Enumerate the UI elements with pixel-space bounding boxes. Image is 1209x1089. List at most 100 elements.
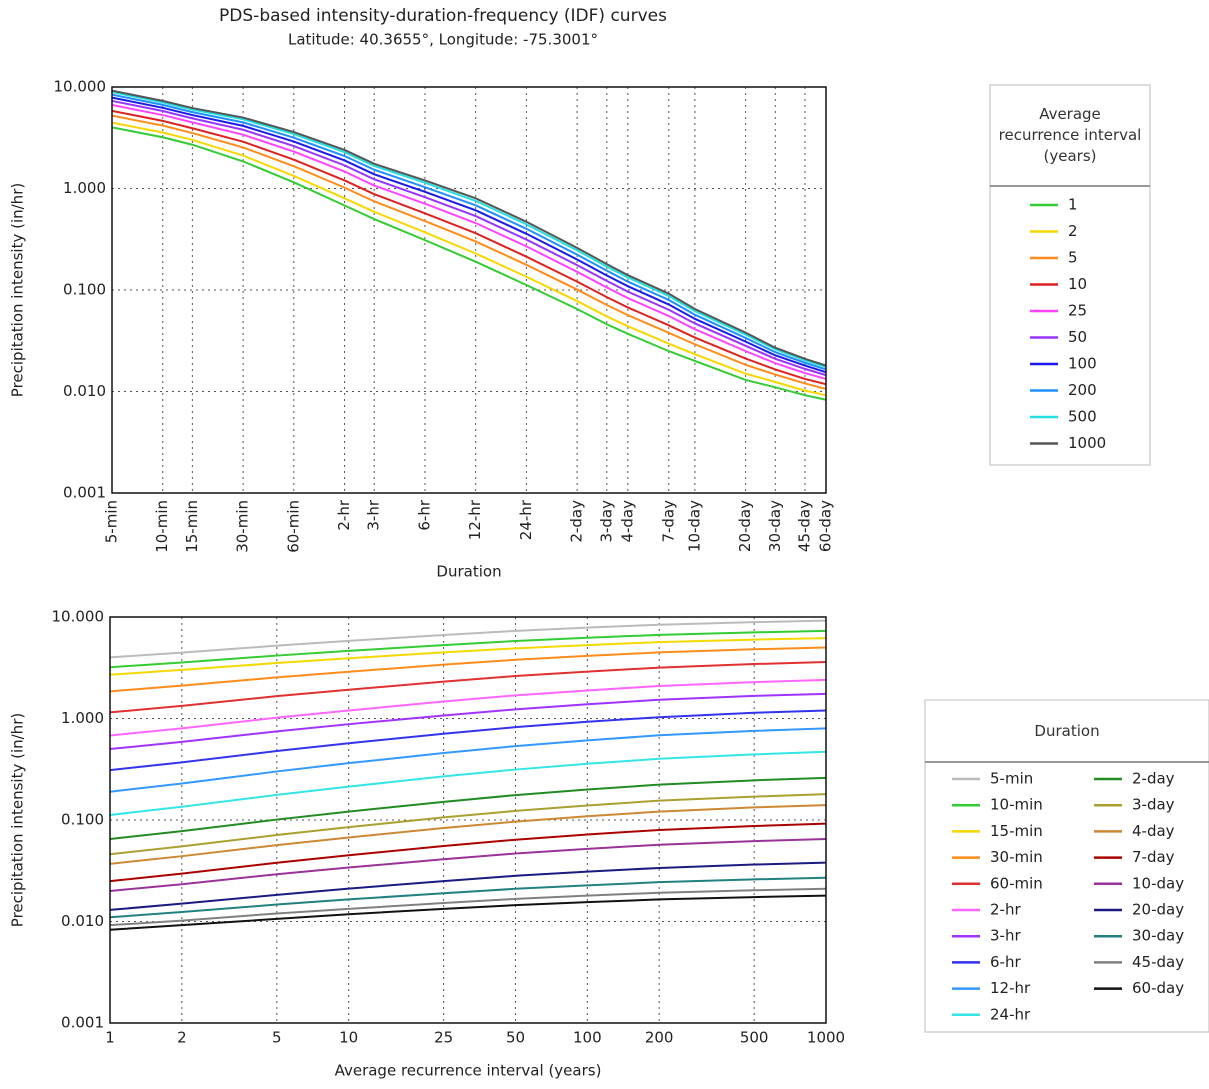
figure-subtitle: Latitude: 40.3655°, Longitude: -75.3001° <box>288 31 598 49</box>
y-axis-label: Precipitation intensity (in/hr) <box>9 183 27 397</box>
figure-title: PDS-based intensity-duration-frequency (… <box>219 6 667 26</box>
series-line <box>109 861 827 911</box>
legend-label: 10-min <box>990 796 1043 814</box>
x-tick-label: 10 <box>339 1029 358 1047</box>
legend-title: Average recurrence interval (years) <box>998 105 1142 165</box>
legend-label: 60-day <box>1132 979 1184 997</box>
legend-frame <box>924 699 1209 1033</box>
legend-label: 200 <box>1068 381 1097 399</box>
x-tick-label: 15-min <box>183 500 201 553</box>
legend-label: 1000 <box>1068 434 1106 452</box>
series-line <box>109 709 827 772</box>
y-tick-label: 0.100 <box>63 281 106 299</box>
legend-label: 7-day <box>1132 848 1175 866</box>
x-tick-label: 200 <box>645 1029 674 1047</box>
y-tick-label: 0.010 <box>61 912 104 930</box>
legend-frame <box>989 84 1151 466</box>
x-axis-label: Average recurrence interval (years) <box>335 1062 602 1080</box>
series-line <box>109 837 827 892</box>
legend-label: 500 <box>1068 408 1097 426</box>
y-tick-label: 10.000 <box>52 608 105 626</box>
legend-label: 5-min <box>990 770 1033 788</box>
legend-label: 6-hr <box>990 953 1021 971</box>
legend-label: 30-min <box>990 848 1043 866</box>
legend-label: 24-hr <box>990 1005 1031 1023</box>
x-tick-label: 3-hr <box>365 499 383 530</box>
series-line <box>109 750 827 816</box>
legend-label: 10 <box>1068 275 1087 293</box>
y-axis-label: Precipitation intensity (in/hr) <box>9 713 27 927</box>
legend-label: 15-min <box>990 822 1043 840</box>
series-line <box>111 99 827 377</box>
x-tick-label: 3-day <box>597 500 615 543</box>
series-line <box>109 776 827 840</box>
x-tick-label: 7-day <box>659 500 677 543</box>
x-tick-label: 1000 <box>807 1029 845 1047</box>
legend-label: 30-day <box>1132 927 1184 945</box>
series-line <box>109 894 827 931</box>
series-line <box>109 692 827 751</box>
series-line <box>111 114 827 390</box>
y-tick-label: 0.100 <box>61 811 104 829</box>
y-tick-label: 0.010 <box>63 382 106 400</box>
x-tick-label: 5-min <box>103 500 121 543</box>
legend-label: 10-day <box>1132 874 1184 892</box>
y-tick-label: 0.001 <box>63 484 106 502</box>
legend-label: 2-day <box>1132 770 1175 788</box>
series-line <box>109 727 827 793</box>
x-tick-label: 500 <box>740 1029 769 1047</box>
y-tick-label: 1.000 <box>61 709 104 727</box>
x-tick-label: 4-day <box>618 500 636 543</box>
series-line <box>109 887 827 927</box>
series-line <box>111 109 827 386</box>
series-line <box>109 637 827 676</box>
series-line <box>109 619 827 659</box>
x-tick-label: 10-min <box>153 500 171 553</box>
x-tick-label: 2-hr <box>335 499 353 530</box>
x-tick-label: 12-hr <box>466 499 484 540</box>
legend-label: 45-day <box>1132 953 1184 971</box>
series-line <box>111 121 827 397</box>
legend-label: 5 <box>1068 249 1078 267</box>
series-line <box>111 91 827 369</box>
x-tick-label: 24-hr <box>517 499 535 540</box>
series-line <box>109 646 827 693</box>
x-tick-label: 5 <box>272 1029 282 1047</box>
legend-label: 25 <box>1068 302 1087 320</box>
x-tick-label: 2 <box>177 1029 187 1047</box>
plot-frame <box>109 616 827 1024</box>
legend-label: 60-min <box>990 874 1043 892</box>
x-tick-label: 30-min <box>234 500 252 553</box>
legend-label: 3-hr <box>990 927 1021 945</box>
x-tick-label: 1 <box>105 1029 115 1047</box>
x-tick-label: 60-min <box>284 500 302 553</box>
series-line <box>109 822 827 883</box>
series-line <box>111 93 827 371</box>
x-tick-label: 100 <box>573 1029 602 1047</box>
x-tick-label: 6-hr <box>415 499 433 530</box>
legend-label: 1 <box>1068 196 1078 214</box>
series-line <box>111 96 827 374</box>
x-tick-label: 45-day <box>795 500 813 552</box>
legend-label: 3-day <box>1132 796 1175 814</box>
series-line <box>111 89 827 367</box>
series-line <box>109 629 827 669</box>
legend-title: Duration <box>1034 721 1100 740</box>
legend-label: 4-day <box>1132 822 1175 840</box>
x-tick-label: 60-day <box>817 500 835 552</box>
legend-label: 100 <box>1068 355 1097 373</box>
y-tick-label: 1.000 <box>63 179 106 197</box>
x-tick-label: 10-day <box>685 500 703 552</box>
legend-label: 50 <box>1068 328 1087 346</box>
series-line <box>111 126 827 401</box>
y-tick-label: 10.000 <box>54 78 107 96</box>
series-line <box>109 793 827 856</box>
legend-label: 20-day <box>1132 901 1184 919</box>
legend-label: 12-hr <box>990 979 1031 997</box>
series-line <box>109 804 827 865</box>
series-line <box>109 876 827 919</box>
series-line <box>109 678 827 737</box>
series-line <box>109 661 827 714</box>
x-tick-label: 2-day <box>568 500 586 543</box>
